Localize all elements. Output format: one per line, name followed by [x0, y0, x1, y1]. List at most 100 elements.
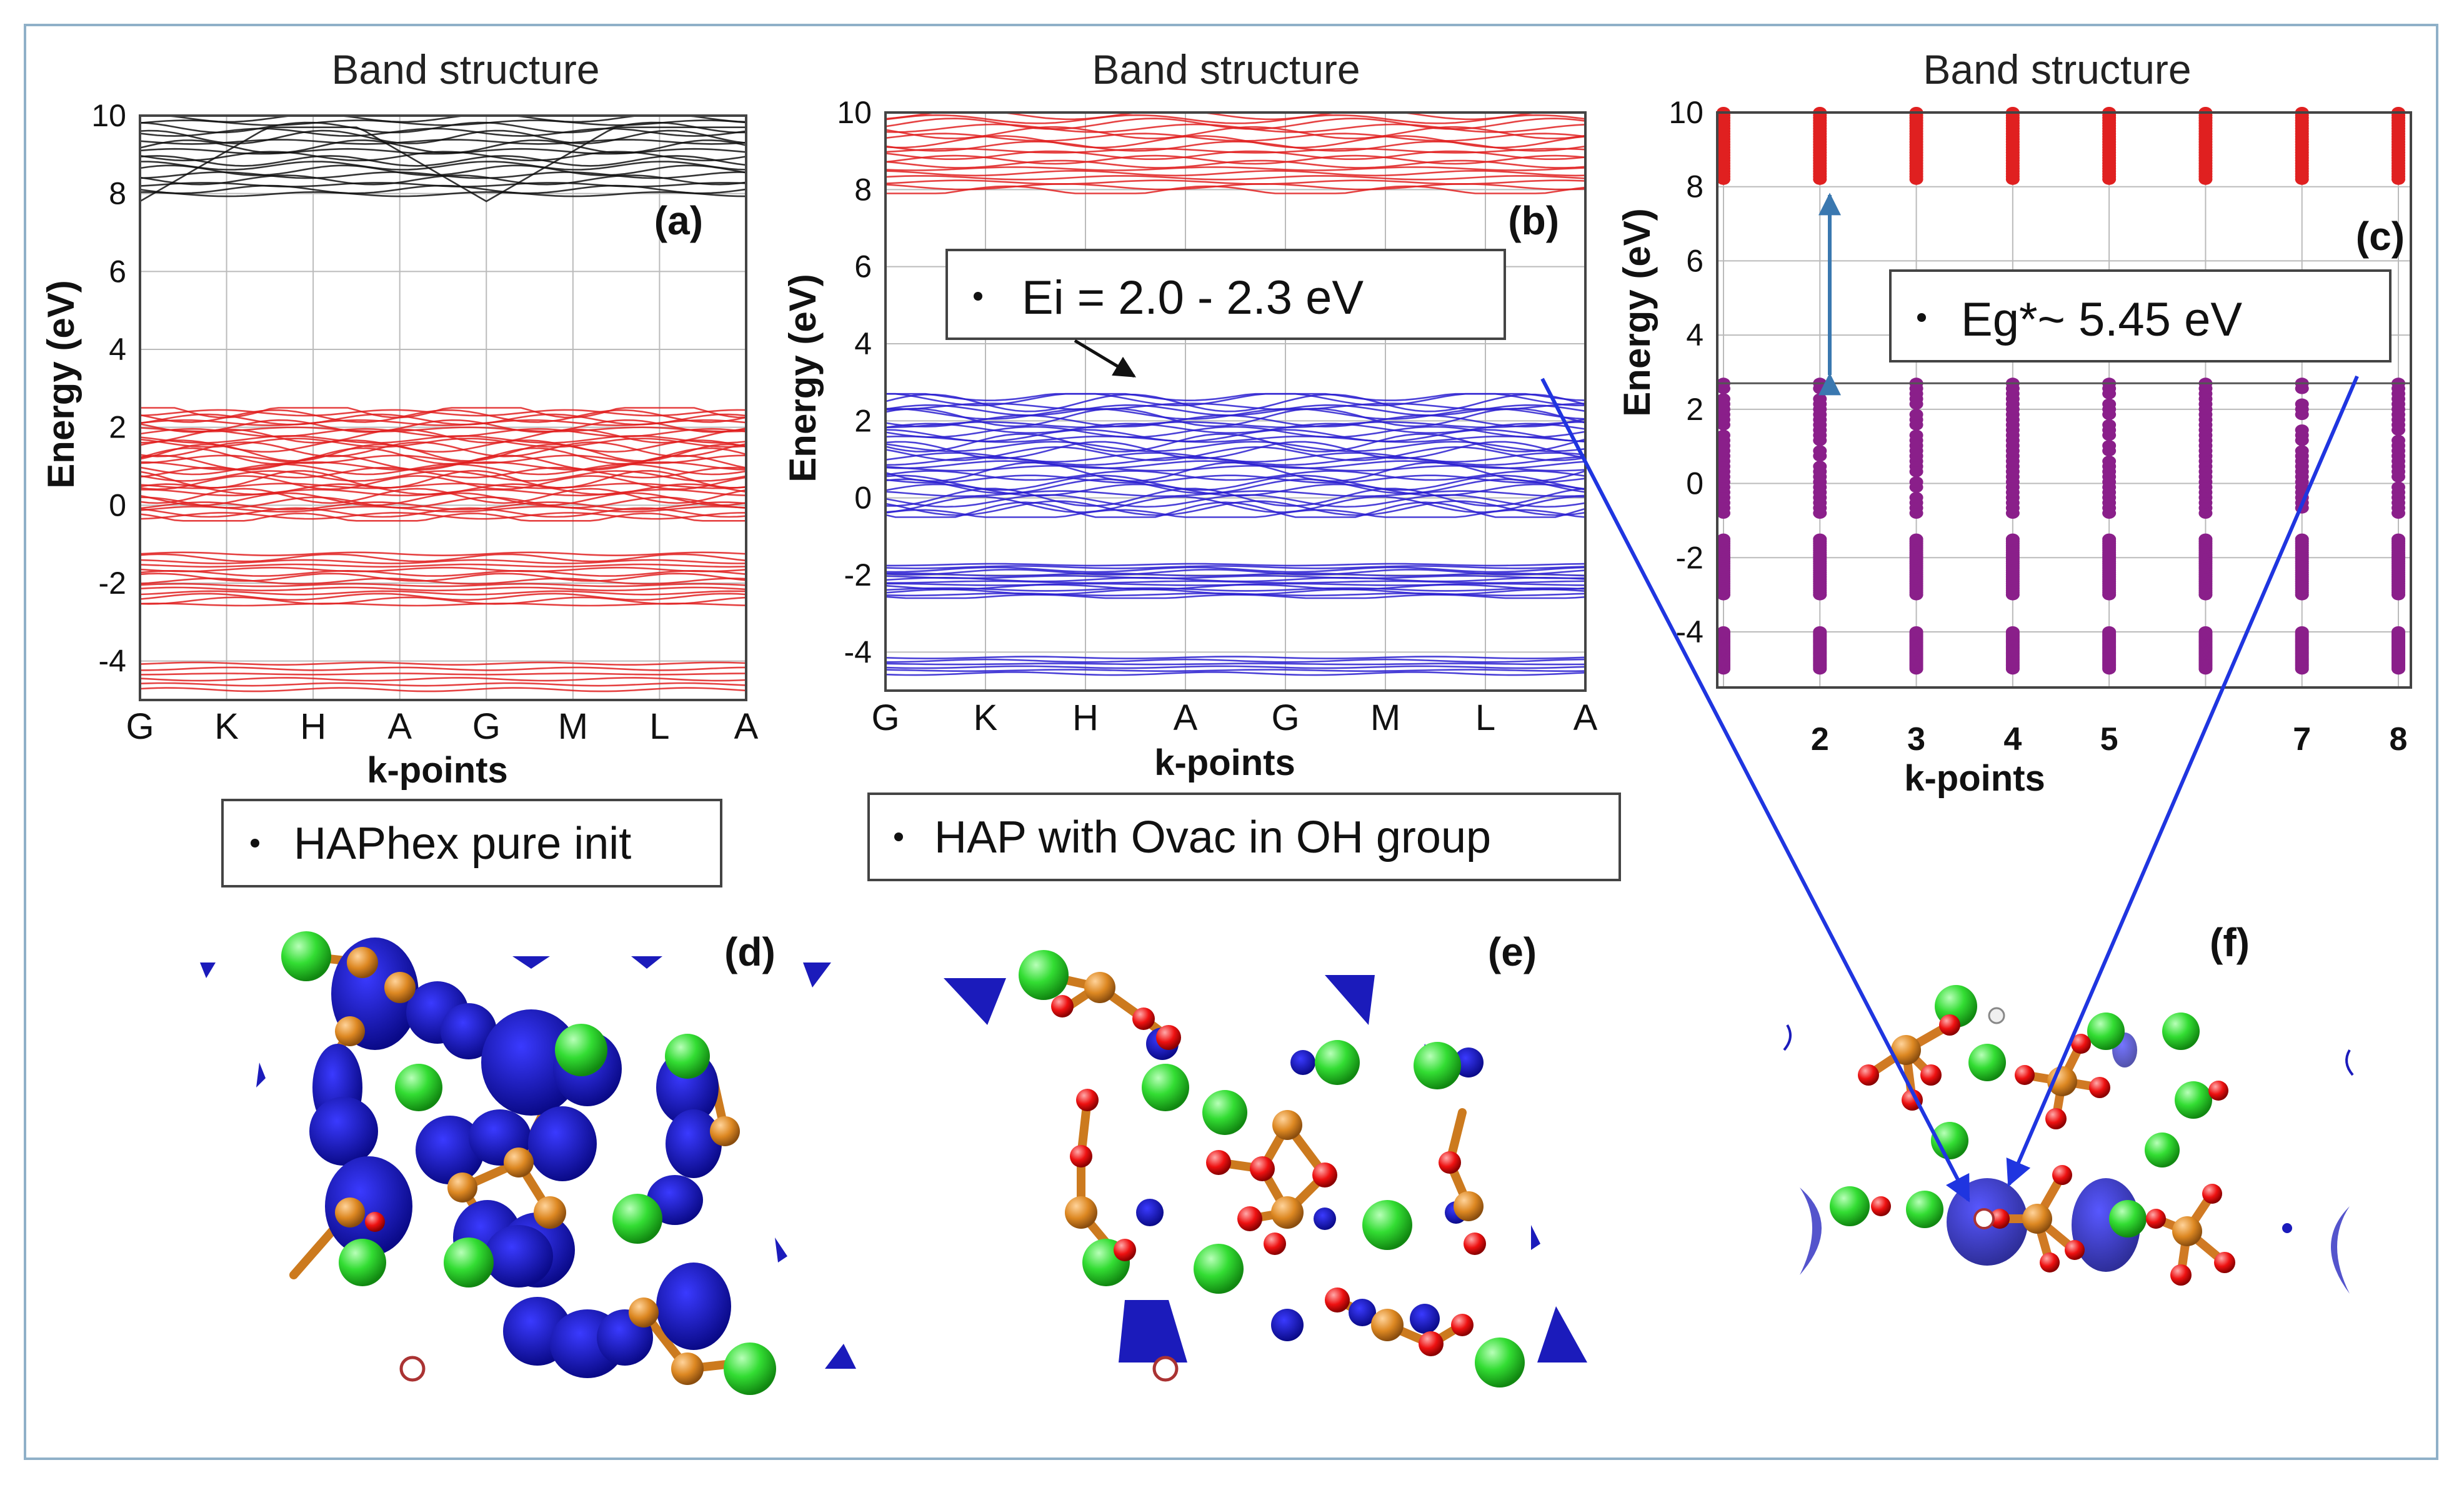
panel-a-band-line	[139, 441, 747, 458]
panel-c-point	[1813, 461, 1827, 472]
panel-b-band-line	[885, 587, 1586, 592]
calcium-atom	[612, 1194, 662, 1244]
panel-a-band-line	[139, 507, 747, 518]
calcium-atom	[395, 1064, 442, 1111]
calcium-atom	[281, 931, 331, 981]
hydrogen-atom	[399, 1356, 426, 1382]
isosurface-lobe	[441, 1003, 497, 1059]
calcium-atom	[1906, 1191, 1943, 1228]
isosurface-lobe	[1271, 1309, 1304, 1341]
pointer-arrow-c-to-f	[2006, 375, 2359, 1187]
oxygen-atom	[1070, 1145, 1092, 1168]
panel-b-band-line	[885, 185, 1586, 194]
panel-a-band-line	[139, 148, 747, 155]
oxygen-atom	[1206, 1150, 1231, 1175]
bond	[289, 1221, 342, 1279]
oxygen-atom	[1419, 1331, 1444, 1356]
panel-c-annotation-text: Eg*~ 5.45 eV	[1961, 293, 2242, 346]
panel-c-point	[2295, 533, 2309, 545]
panel-a-label: (a)	[654, 198, 703, 243]
isosurface-slice	[1325, 975, 1375, 1025]
oxygen-atom	[2040, 1252, 2060, 1272]
panel-c-ytick-label: 6	[1686, 243, 1703, 278]
calcium-atom	[2087, 1012, 2125, 1050]
isosurface-lobe	[1314, 1208, 1336, 1230]
panel-c-ytick-label: -2	[1676, 540, 1703, 575]
figure-border	[24, 24, 2438, 1460]
panel-a-band-line	[139, 454, 747, 464]
panel-b-band-line	[885, 154, 1586, 165]
panel-b-band-line	[885, 408, 1586, 428]
panel-b-legend-text: HAP with Ovac in OH group	[934, 812, 1491, 862]
panel-a-band-line	[139, 569, 747, 577]
oxygen-atom	[1439, 1151, 1461, 1174]
panel-a-ytick-label: -2	[99, 566, 126, 601]
calcium-atom	[444, 1238, 494, 1288]
structure-d-label: (d)	[724, 929, 776, 974]
phosphorus-atom	[2172, 1216, 2202, 1246]
panel-a-band-line	[139, 419, 747, 433]
panel-a-band-line	[139, 164, 747, 176]
panel-c-point	[1717, 533, 1730, 545]
panel-b-band-line	[885, 393, 1586, 412]
oxygen-atom	[2208, 1081, 2228, 1101]
panel-a-band-line	[139, 602, 747, 607]
calcium-atom	[1202, 1090, 1247, 1135]
panel-c-xtick-label: 8	[2390, 721, 2408, 758]
panel-c-point	[1717, 626, 1730, 638]
panel-b-band-line	[885, 478, 1586, 494]
panel-a-ytick-label: 6	[109, 254, 126, 289]
oxygen-atom	[2202, 1184, 2222, 1204]
panel-b-band-line	[885, 576, 1586, 582]
panel-a-band-line	[139, 171, 746, 179]
isosurface-lobe	[1290, 1050, 1315, 1075]
oxygen-atom	[365, 1212, 385, 1232]
panel-c-point	[1909, 626, 1923, 638]
panel-a-band-line	[139, 151, 747, 162]
panel-a-band-line	[139, 553, 747, 562]
panel-b-xtick-label: K	[974, 698, 998, 738]
panel-c-point	[2102, 398, 2117, 410]
oxygen-atom	[1464, 1232, 1486, 1255]
panel-a-band-line	[139, 501, 747, 511]
oxygen-atom	[1312, 1162, 1337, 1188]
panel-a-legend-text: HAPhex pure init	[294, 819, 631, 869]
panel-b-band-line	[885, 148, 1586, 154]
panel-c-point	[2392, 481, 2405, 493]
panel-a-band-line	[139, 666, 747, 671]
panel-b-band-line	[885, 470, 1586, 481]
panel-a-xtick-label: G	[126, 706, 154, 747]
panel-c-point	[1813, 393, 1827, 405]
panel-b-band-line	[885, 565, 1586, 569]
oxygen-atom	[1132, 1008, 1155, 1030]
oxygen-atom	[1871, 1196, 1891, 1216]
panel-a-band-line	[139, 677, 747, 682]
panel-a-band-line	[139, 428, 747, 438]
calcium-atom	[555, 1024, 607, 1076]
panel-a-band-line	[139, 582, 747, 588]
calcium-atom	[2175, 1081, 2212, 1119]
panel-b-band-line	[885, 566, 1586, 573]
calcium-atom	[724, 1342, 776, 1395]
panel-a-band-line	[139, 439, 747, 453]
panel-a-band-line	[139, 482, 747, 489]
oxygen-atom	[1325, 1288, 1350, 1312]
oxygen-atom	[2045, 1108, 2067, 1129]
oxygen-atom	[2065, 1240, 2085, 1260]
panel-b-band-line	[885, 446, 1586, 461]
panel-b-ytick-label: 6	[854, 249, 872, 284]
panel-c-point	[1717, 429, 1730, 441]
panel-a-xtick-label: M	[558, 706, 588, 747]
isosurface-lobe	[416, 1116, 484, 1184]
panel-c-point	[2102, 626, 2117, 638]
phosphorus-atom	[1272, 1110, 1302, 1140]
isosurface-lobe	[1136, 1199, 1164, 1226]
structure-f	[1783, 985, 2354, 1294]
oxygen-atom	[2146, 1209, 2166, 1229]
panel-a-xlabel: k-points	[367, 750, 508, 791]
calcium-atom	[2162, 1012, 2200, 1050]
